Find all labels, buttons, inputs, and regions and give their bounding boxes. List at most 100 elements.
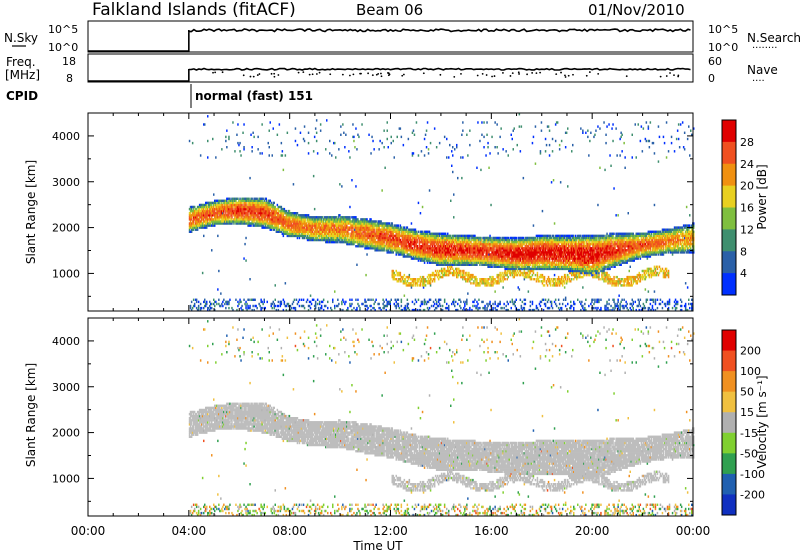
power-cell <box>443 242 446 246</box>
power-cell <box>408 308 411 312</box>
power-cell <box>207 201 209 205</box>
power-cell <box>461 263 463 266</box>
power-cell <box>390 135 392 139</box>
power-cell <box>280 228 283 231</box>
power-cell <box>443 271 446 275</box>
power-cell <box>351 308 353 312</box>
power-cell <box>362 302 364 306</box>
power-cell <box>206 214 208 217</box>
power-cell <box>364 226 366 229</box>
power-cell <box>321 222 324 225</box>
power-cell <box>495 263 497 266</box>
power-cell <box>466 242 468 246</box>
power-cell <box>300 228 303 231</box>
power-cell <box>389 247 391 250</box>
power-cell <box>196 209 199 213</box>
power-cell <box>455 247 457 250</box>
power-cell <box>245 197 247 200</box>
power-cell <box>422 257 425 260</box>
power-cell <box>429 247 432 250</box>
power-cell <box>351 302 353 306</box>
power-cell <box>395 236 397 240</box>
power-cell <box>274 226 276 229</box>
power-cell <box>371 236 373 240</box>
power-cell <box>443 249 446 252</box>
power-cell <box>402 280 405 283</box>
power-cell <box>234 197 236 200</box>
power-cell <box>277 230 280 233</box>
power-cell <box>398 247 401 250</box>
power-cell <box>456 238 458 242</box>
power-cell <box>462 247 464 250</box>
power-cell <box>417 257 420 260</box>
power-cell <box>325 220 327 223</box>
power-cell <box>363 224 365 227</box>
power-cell <box>429 280 432 283</box>
power-cell <box>372 306 374 310</box>
power-cell <box>442 259 445 262</box>
power-cell <box>309 226 312 229</box>
power-cell <box>318 234 321 238</box>
power-cell <box>280 212 283 215</box>
power-cell <box>345 230 347 233</box>
power-cell <box>457 249 459 252</box>
power-cell <box>493 261 495 264</box>
power-cell <box>436 249 439 252</box>
power-cell <box>255 199 257 202</box>
power-cell <box>296 220 299 223</box>
power-cell <box>485 259 487 262</box>
power-cell <box>463 271 465 275</box>
power-cell <box>471 263 473 266</box>
power-cell <box>320 236 323 240</box>
power-cell <box>372 224 374 227</box>
power-cell <box>378 232 380 235</box>
power-cell <box>442 251 445 254</box>
power-cell <box>356 228 358 231</box>
power-cell <box>404 245 407 248</box>
power-cell <box>483 242 485 246</box>
power-cell <box>369 220 371 223</box>
power-cell <box>416 280 419 283</box>
power-cell <box>369 242 371 246</box>
power-cell <box>336 220 338 223</box>
power-cell <box>455 255 457 258</box>
power-cell <box>220 222 222 225</box>
power-cell <box>444 251 447 254</box>
power-cell <box>374 238 376 242</box>
power-cell <box>472 251 474 254</box>
power-cell <box>417 154 420 157</box>
power-cell <box>339 230 341 233</box>
power-cell <box>491 240 493 244</box>
power-cell <box>434 236 437 240</box>
power-cell <box>361 224 363 227</box>
power-cell <box>459 263 461 266</box>
power-cell <box>330 228 332 231</box>
power-cell <box>366 238 368 242</box>
power-cell <box>441 273 444 277</box>
power-cell <box>312 218 315 221</box>
power-cell <box>309 294 312 297</box>
power-cell <box>342 222 344 225</box>
power-cell <box>276 218 279 221</box>
power-cell <box>449 259 451 262</box>
power-cell <box>484 278 486 281</box>
nave-dot <box>597 72 600 75</box>
power-cell <box>357 232 359 235</box>
power-cell <box>475 259 477 262</box>
power-cell <box>422 284 425 287</box>
power-cell <box>340 230 342 233</box>
power-cell <box>408 247 411 250</box>
power-cell <box>333 222 335 225</box>
power-cell <box>479 242 481 246</box>
power-cell <box>318 308 321 312</box>
power-cell <box>492 275 494 279</box>
power-cell <box>237 214 239 217</box>
power-cell <box>491 259 493 262</box>
power-cell <box>344 234 346 238</box>
power-cell <box>220 220 222 223</box>
power-cell <box>300 214 303 217</box>
power-cell <box>261 209 263 213</box>
power-cell <box>267 216 269 219</box>
power-cell <box>468 275 470 279</box>
power-cell <box>377 238 379 242</box>
